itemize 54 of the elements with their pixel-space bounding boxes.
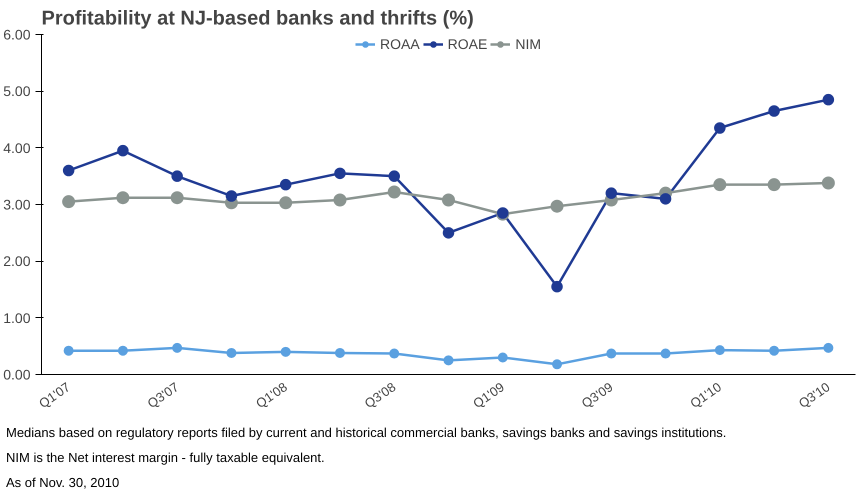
chart-title: Profitability at NJ-based banks and thrifts (%) [42, 8, 474, 30]
point [118, 346, 128, 356]
y-tick-label: 0.00 [3, 366, 31, 382]
legend-label: ROAE [448, 36, 488, 52]
point [334, 168, 346, 180]
text: As of Nov. 30, 2010 [6, 475, 120, 490]
text: NIM is the Net interest margin - fully taxable equivalent. [6, 450, 325, 465]
point [171, 170, 183, 182]
text: Medians based on regulatory reports filed by current and historical commercial banks, savings banks and savings institutions. [6, 425, 726, 440]
point [768, 178, 781, 192]
point [117, 144, 129, 156]
point [822, 176, 835, 190]
point [62, 195, 76, 208]
point [334, 348, 345, 358]
y-tick-label: 5.00 [3, 83, 31, 100]
y-tick-label: 4.00 [3, 140, 31, 156]
point [280, 346, 291, 357]
point [768, 105, 780, 117]
point [388, 170, 400, 182]
point [442, 227, 454, 239]
point [116, 191, 130, 204]
y-tick-label: 3.00 [3, 196, 31, 212]
point [713, 178, 726, 192]
point [714, 345, 725, 356]
point [389, 348, 400, 359]
point [64, 346, 74, 356]
point [388, 186, 401, 199]
point [172, 342, 182, 353]
y-tick-label: 1.00 [3, 310, 31, 326]
point [226, 190, 238, 202]
point [62, 164, 74, 176]
point [333, 193, 346, 206]
point [660, 193, 672, 205]
point [550, 200, 564, 213]
point [552, 359, 562, 370]
point [280, 178, 292, 190]
point [551, 280, 563, 292]
point [606, 187, 618, 199]
point [279, 196, 292, 210]
point [498, 352, 508, 362]
y-tick-label: 6.00 [3, 26, 31, 42]
point [442, 193, 455, 206]
legend-label: ROAA [380, 36, 420, 52]
point [769, 346, 780, 356]
point [226, 348, 236, 358]
point [444, 355, 454, 366]
point [714, 122, 726, 134]
legend-label: NIM [515, 36, 542, 52]
point [823, 342, 834, 353]
point [170, 191, 184, 204]
point [660, 348, 671, 359]
point [822, 94, 834, 106]
point [606, 348, 616, 359]
y-tick-label: 2.00 [3, 253, 31, 270]
